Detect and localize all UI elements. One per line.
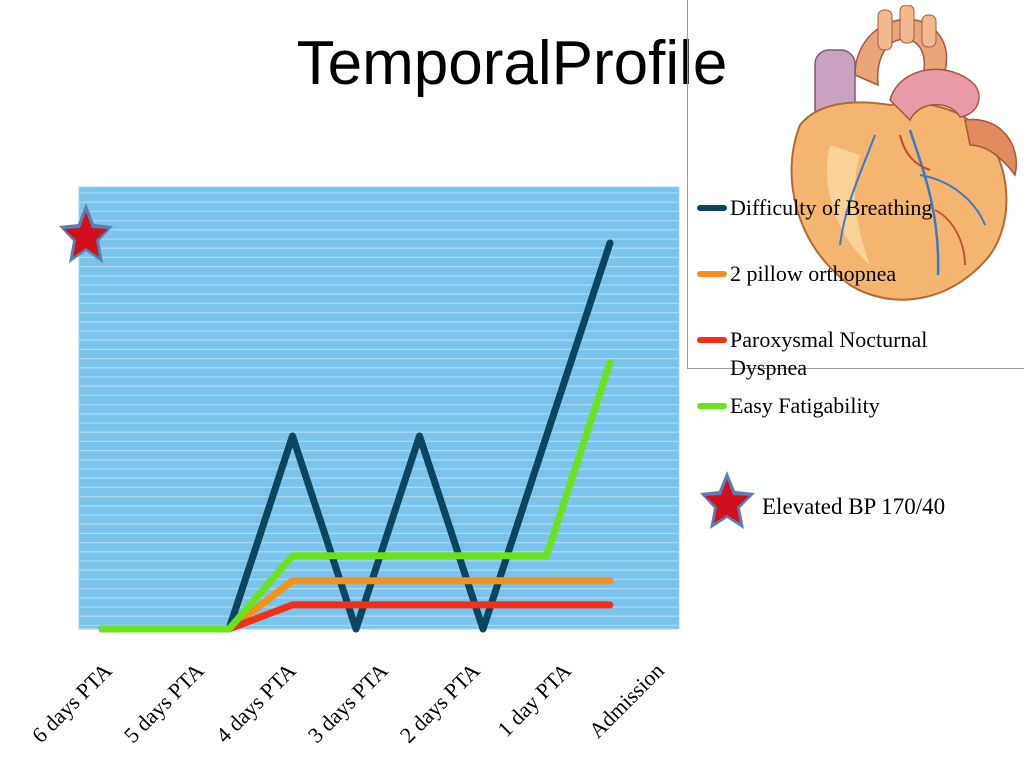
heart-image-frame — [687, 0, 1024, 369]
legend-label: Easy Fatigability — [730, 393, 880, 418]
legend-swatch — [697, 337, 727, 343]
legend-swatch — [697, 403, 727, 409]
red-star-icon — [700, 471, 755, 529]
series-line-easy-fatigability — [98, 359, 614, 633]
legend-label: Difficulty of Breathing — [730, 195, 933, 220]
legend-swatch — [697, 205, 727, 211]
legend-swatch — [697, 271, 727, 277]
red-star-icon — [59, 203, 113, 263]
bp-note: Elevated BP 170/40 — [762, 494, 946, 519]
grid-stripes — [80, 192, 678, 627]
legend-label: Paroxysmal Nocturnal Dyspnea — [730, 327, 928, 380]
series-lines — [98, 239, 614, 633]
heart-illustration — [790, 5, 1017, 301]
slide-title: TemporalProfile — [296, 29, 728, 98]
legend-label: 2 pillow orthopnea — [730, 261, 897, 286]
